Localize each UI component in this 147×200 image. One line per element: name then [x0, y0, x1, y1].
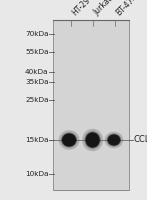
- Ellipse shape: [86, 132, 100, 148]
- Ellipse shape: [107, 134, 121, 146]
- Text: Jurkat: Jurkat: [92, 0, 114, 17]
- Bar: [53, 20, 129, 190]
- Text: 10kDa: 10kDa: [25, 171, 49, 177]
- Text: 70kDa: 70kDa: [25, 31, 49, 37]
- Ellipse shape: [59, 130, 80, 150]
- Text: 25kDa: 25kDa: [25, 97, 49, 103]
- Text: CCL28: CCL28: [134, 136, 147, 144]
- Ellipse shape: [85, 131, 101, 149]
- Text: 35kDa: 35kDa: [25, 79, 49, 85]
- Ellipse shape: [108, 134, 120, 146]
- Text: HT-29: HT-29: [70, 0, 92, 17]
- Text: 15kDa: 15kDa: [25, 137, 49, 143]
- Text: 40kDa: 40kDa: [25, 69, 49, 75]
- Ellipse shape: [61, 133, 77, 147]
- Ellipse shape: [105, 132, 123, 148]
- Text: BT-474: BT-474: [114, 0, 139, 17]
- Text: 55kDa: 55kDa: [25, 49, 49, 55]
- Ellipse shape: [62, 134, 76, 146]
- Ellipse shape: [82, 129, 103, 151]
